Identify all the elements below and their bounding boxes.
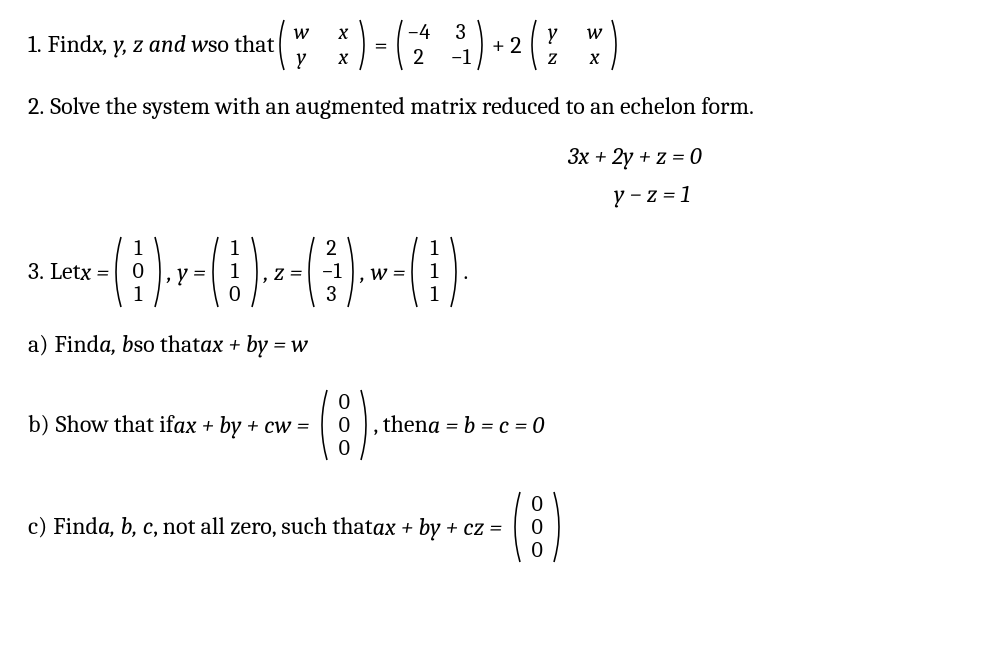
q1-number: 1.	[28, 28, 42, 62]
lparen-icon	[392, 18, 404, 72]
v1: 0	[331, 414, 357, 437]
q3c-mid: , not all zero, such that	[153, 510, 372, 544]
q3a-mid: so that	[134, 328, 200, 362]
q3b-lhs: ax + by + cw =	[173, 411, 309, 439]
lhs-r2c2: x	[330, 45, 356, 70]
q3c-label: c)	[28, 510, 47, 544]
rparen-icon	[153, 234, 167, 310]
rparen-icon	[449, 234, 463, 310]
lparen-icon	[405, 234, 419, 310]
q3c-lhs: ax + by + cz =	[373, 513, 503, 541]
q3-w-label: , w =	[360, 258, 405, 286]
lhs-r2c1: y	[288, 45, 314, 70]
lhs-r1c2: x	[330, 20, 356, 45]
v2: 0	[331, 437, 357, 460]
q1-lead: Find	[48, 28, 93, 62]
q3c-vec: 000	[508, 489, 566, 565]
q3-number: 3.	[28, 255, 44, 289]
page: 1. Find x, y, z and w so that wy xx = −4…	[0, 0, 1006, 601]
q3-z: , z = 2−13	[264, 234, 361, 310]
lhs-r1c1: w	[288, 20, 314, 45]
y1: 1	[222, 260, 248, 283]
q1-eq: =	[370, 31, 391, 59]
w2: 1	[421, 283, 447, 306]
rparen-icon	[552, 489, 566, 565]
q3b-before: Show that if	[56, 408, 174, 442]
q3b-label: b)	[28, 408, 50, 442]
q3a-expr: ax + by = w	[200, 330, 308, 358]
w1: 1	[421, 260, 447, 283]
q1-matrix-lhs: wy xx	[274, 18, 370, 72]
B-r1c2: w	[582, 20, 608, 45]
q3-x: x = 101	[80, 234, 167, 310]
A-r1c2: 3	[448, 20, 474, 45]
q1-vars: x, y, z and w	[92, 28, 208, 62]
q3c-vars: a, b, c	[98, 510, 153, 544]
q3-w: , w = 111	[360, 234, 463, 310]
q3a-vars: a, b	[99, 328, 134, 362]
lparen-icon	[315, 387, 329, 463]
B-r2c2: x	[582, 45, 608, 70]
q3a-label: a)	[28, 328, 48, 362]
A-r1c1: −4	[406, 20, 432, 45]
q3b-after: , then	[373, 408, 428, 442]
x2: 1	[125, 283, 151, 306]
q1-matrix-B: yz wx	[526, 18, 622, 72]
lparen-icon	[274, 18, 286, 72]
A-r2c2: −1	[448, 45, 474, 70]
rparen-icon	[476, 18, 488, 72]
q3b-vec: 000	[315, 387, 373, 463]
q2-eq1: 3x + 2y + z = 0	[568, 142, 702, 170]
q2-equations: 3x + 2y + z = 0 y − z = 1	[568, 142, 978, 208]
rparen-icon	[359, 387, 373, 463]
q3a-before: Find	[54, 328, 99, 362]
q3-y: , y = 110	[167, 234, 264, 310]
rparen-icon	[250, 234, 264, 310]
question-3: 3. Let x = 101 , y = 110 , z = 2−13	[28, 234, 978, 310]
q1-mid: so that	[208, 28, 274, 62]
z1: −1	[318, 260, 344, 283]
q3b-rhs: a = b = c = 0	[428, 411, 544, 439]
q3-x-label: x =	[80, 258, 109, 286]
B-r2c1: z	[540, 45, 566, 70]
z0: 2	[318, 237, 344, 260]
lparen-icon	[508, 489, 522, 565]
question-3b: b) Show that if ax + by + cw = 000 , the…	[28, 387, 978, 463]
v0: 0	[331, 391, 357, 414]
question-3a: a) Find a, b so that ax + by = w	[28, 328, 978, 362]
x1: 0	[125, 260, 151, 283]
q1-plus: + 2	[488, 31, 526, 59]
v2: 0	[524, 539, 550, 562]
z2: 3	[318, 283, 344, 306]
rparen-icon	[358, 18, 370, 72]
q3-period: .	[463, 255, 468, 289]
y0: 1	[222, 237, 248, 260]
lparen-icon	[302, 234, 316, 310]
q3-y-label: , y =	[167, 258, 206, 286]
question-3c: c) Find a, b, c , not all zero, such tha…	[28, 489, 978, 565]
lparen-icon	[526, 18, 538, 72]
x0: 1	[125, 237, 151, 260]
lparen-icon	[206, 234, 220, 310]
rparen-icon	[346, 234, 360, 310]
q3-lead: Let	[50, 255, 80, 289]
B-r1c1: y	[540, 20, 566, 45]
q2-number: 2.	[28, 90, 44, 124]
w0: 1	[421, 237, 447, 260]
v0: 0	[524, 493, 550, 516]
rparen-icon	[610, 18, 622, 72]
question-1: 1. Find x, y, z and w so that wy xx = −4…	[28, 18, 978, 72]
A-r2c1: 2	[406, 45, 432, 70]
q3c-before: Find	[53, 510, 98, 544]
q2-text: Solve the system with an augmented matri…	[50, 90, 754, 124]
question-2: 2. Solve the system with an augmented ma…	[28, 90, 978, 124]
q1-matrix-A: −42 3−1	[392, 18, 488, 72]
lparen-icon	[109, 234, 123, 310]
q2-eq2: y − z = 1	[614, 180, 690, 208]
q3-z-label: , z =	[264, 258, 303, 286]
v1: 0	[524, 516, 550, 539]
y2: 0	[222, 283, 248, 306]
